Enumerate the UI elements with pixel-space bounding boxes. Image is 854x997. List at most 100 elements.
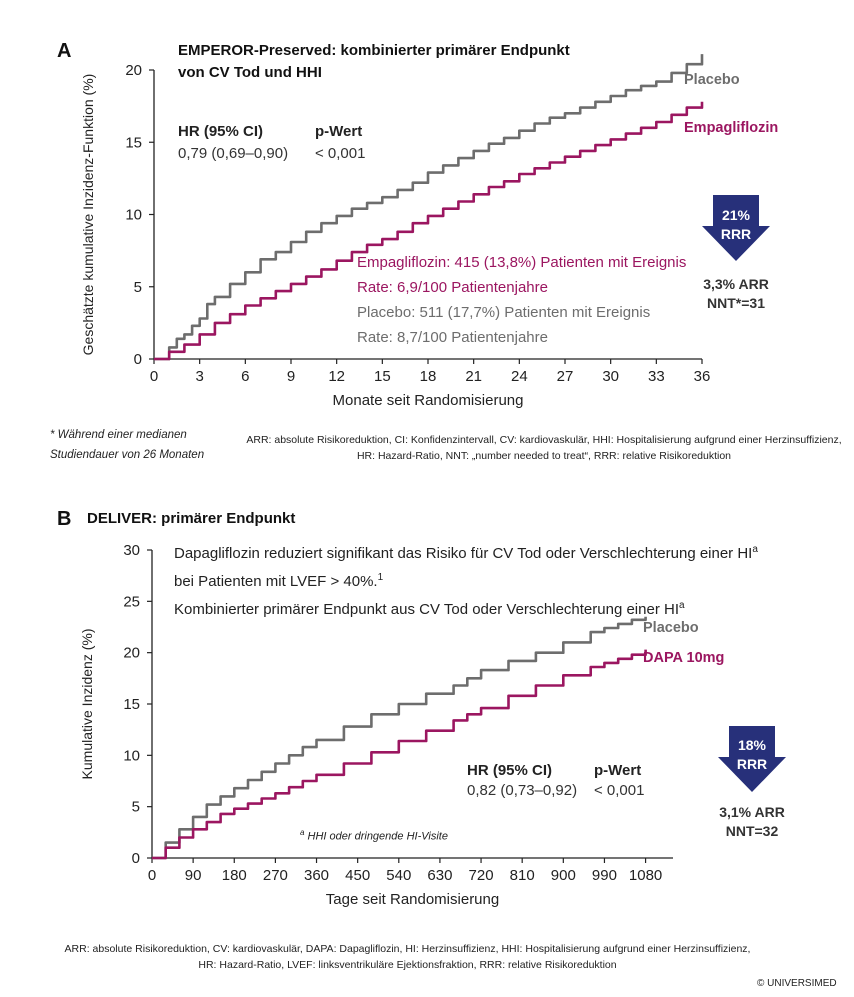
panel-a-rrr-percent: 21% xyxy=(721,207,751,223)
chart-b-series-dapa-10mg xyxy=(152,649,647,860)
panel-b-nnt: NNT=32 xyxy=(725,823,779,839)
chart-b-x-tick-label: 90 xyxy=(185,867,202,884)
chart-a-x-tick-label: 36 xyxy=(694,368,711,385)
panel-b-description: Dapagliflozin reduziert signifikant das … xyxy=(174,538,758,622)
panel-b-p-header: p-Wert xyxy=(594,762,642,779)
panel-b-desc-line2-sup: 1 xyxy=(377,572,384,583)
chart-a-y-tick-label: 0 xyxy=(134,351,142,368)
panel-a-hr-header: HR (95% CI) xyxy=(178,123,264,140)
chart-a-y-tick-label: 20 xyxy=(125,62,142,79)
panel-b-hr-value: 0,82 (0,73–0,92) xyxy=(467,782,578,799)
panel-b-rrr-text: RRR xyxy=(736,756,768,772)
panel-b-letter: B xyxy=(57,508,72,530)
panel-a-rrr-text: RRR xyxy=(720,226,752,242)
panel-a-placebo-rate: Rate: 8,7/100 Patientenjahre xyxy=(357,329,548,346)
copyright: © UNIVERSIMED xyxy=(757,978,837,989)
panel-b-label-drug: DAPA 10mg xyxy=(643,650,725,666)
chart-b-x-tick-label: 540 xyxy=(386,867,411,884)
panel-b-desc-line1: Dapagliflozin reduziert signifikant das … xyxy=(174,538,758,566)
chart-b-y-axis-label: Kumulative Inzidenz (%) xyxy=(79,629,95,780)
chart-a-y-tick-label: 15 xyxy=(125,134,142,151)
chart-a-series-placebo xyxy=(154,54,704,361)
chart-b-x-tick-label: 990 xyxy=(592,867,617,884)
chart-a-y-tick-label: 5 xyxy=(134,279,142,296)
panel-a-drug-events: Empagliflozin: 415 (13,8%) Patienten mit… xyxy=(357,254,687,271)
panel-a-arr-nnt: 3,3% ARR NNT*=31 xyxy=(686,275,786,313)
panel-b-desc-line2-text: bei Patienten mit LVEF > 40%. xyxy=(174,573,378,590)
panel-b-footnote-text: HHI oder dringende HI-Visite xyxy=(307,830,448,843)
panel-b-rrr-percent: 18% xyxy=(737,737,767,753)
chart-a-x-tick-label: 33 xyxy=(648,368,665,385)
panel-b-rrr-label: 18% RRR xyxy=(716,736,788,774)
panel-b-desc-line3: Kombinierter primärer Endpunkt aus CV To… xyxy=(174,594,758,622)
panel-b-hr-header: HR (95% CI) xyxy=(467,762,553,779)
chart-a-x-tick-label: 30 xyxy=(602,368,619,385)
panel-b-abbreviations: ARR: absolute Risikoreduktion, CV: kardi… xyxy=(40,941,775,973)
chart-a-x-tick-label: 0 xyxy=(150,368,158,385)
chart-b-series-placebo xyxy=(152,616,647,860)
chart-a-y-tick-label: 10 xyxy=(125,207,142,224)
panel-b-abbr-line2: HR: Hazard-Ratio, LVEF: linksventrikulär… xyxy=(198,959,617,971)
chart-a-y-axis-label: Geschätzte kumulative Inzidenz-Funktion … xyxy=(80,74,96,356)
panel-a-p-header: p-Wert xyxy=(315,123,363,140)
panel-a-letter: A xyxy=(57,40,72,62)
panel-a-rrr-label: 21% RRR xyxy=(700,206,772,244)
panel-a-footnote: * Während einer medianen Studiendauer vo… xyxy=(50,425,204,465)
panel-a-label-placebo: Placebo xyxy=(684,72,740,88)
chart-b-x-tick-label: 180 xyxy=(222,867,247,884)
chart-b-x-tick-label: 270 xyxy=(263,867,288,884)
chart-b-x-tick-label: 810 xyxy=(510,867,535,884)
panel-b-arr-nnt: 3,1% ARR NNT=32 xyxy=(702,803,802,841)
chart-a-x-tick-label: 27 xyxy=(557,368,574,385)
chart-b-x-tick-label: 720 xyxy=(469,867,494,884)
panel-b-abbr-line1: ARR: absolute Risikoreduktion, CV: kardi… xyxy=(64,943,751,955)
panel-a-title: EMPEROR-Preserved: kombinierter primärer… xyxy=(178,40,570,84)
panel-a-event-counts: Empagliflozin: 415 (13,8%) Patienten mit… xyxy=(357,250,686,350)
chart-a-x-tick-label: 9 xyxy=(287,368,295,385)
chart-a-series-empagliflozin xyxy=(154,101,704,361)
panel-a-arr: 3,3% ARR xyxy=(703,276,769,292)
chart-a-x-tick-label: 18 xyxy=(420,368,437,385)
chart-b-x-tick-label: 0 xyxy=(148,867,156,884)
panel-a-label-drug: Empagliflozin xyxy=(684,120,779,136)
chart-b-y-tick-label: 0 xyxy=(132,850,140,867)
chart-a-x-tick-label: 6 xyxy=(241,368,249,385)
panel-b-desc-line3-sup: a xyxy=(678,600,685,611)
panel-a-abbr-line2: HR: Hazard-Ratio, NNT: „number needed to… xyxy=(356,450,732,462)
panel-a-abbreviations: ARR: absolute Risikoreduktion, CI: Konfi… xyxy=(244,432,844,464)
panel-a-rrr-arrow-icon xyxy=(702,195,770,261)
chart-a-x-tick-label: 21 xyxy=(465,368,482,385)
chart-b: 0 90 180 270 360 450 540 630 720 810 900 990 1080 0 5 1… xyxy=(79,542,673,908)
chart-b-x-tick-label: 360 xyxy=(304,867,329,884)
panel-b-label-placebo: Placebo xyxy=(643,620,699,636)
chart-b-y-tick-label: 30 xyxy=(123,542,140,559)
panel-a-footnote-line2: Studiendauer von 26 Monaten xyxy=(50,449,205,461)
panel-b-rrr-arrow-icon xyxy=(718,726,786,792)
panel-a-footnote-line1: * Während einer medianen xyxy=(50,429,187,441)
chart-b-x-tick-label: 1080 xyxy=(629,867,662,884)
chart-a-x-tick-label: 3 xyxy=(195,368,203,385)
chart-b-y-tick-label: 15 xyxy=(123,696,140,713)
panel-a-drug-rate: Rate: 6,9/100 Patientenjahre xyxy=(357,279,548,296)
chart-a-x-tick-label: 15 xyxy=(374,368,391,385)
panel-a-p-value: < 0,001 xyxy=(315,145,366,162)
panel-b-desc-line1-text: Dapagliflozin reduziert signifikant das … xyxy=(174,545,753,562)
panel-a-placebo-events: Placebo: 511 (17,7%) Patienten mit Ereig… xyxy=(357,304,651,321)
chart-b-x-axis-label: Tage seit Randomisierung xyxy=(326,891,499,908)
chart-a-x-axis-label: Monate seit Randomisierung xyxy=(333,392,524,409)
panel-a-title-line1: EMPEROR-Preserved: kombinierter primärer… xyxy=(178,42,570,59)
chart-a-x-tick-label: 24 xyxy=(511,368,528,385)
panel-b-p-value: < 0,001 xyxy=(594,782,645,799)
chart-b-y-tick-label: 5 xyxy=(132,799,140,816)
chart-b-x-tick-label: 630 xyxy=(427,867,452,884)
chart-b-x-tick-label: 900 xyxy=(551,867,576,884)
chart-b-y-tick-label: 10 xyxy=(123,747,140,764)
panel-b-footnote: a HHI oder dringende HI-Visite xyxy=(300,823,448,847)
panel-b-desc-line3-text: Kombinierter primärer Endpunkt aus CV To… xyxy=(174,601,679,618)
chart-b-x-tick-label: 450 xyxy=(345,867,370,884)
chart-a-x-tick-label: 12 xyxy=(328,368,345,385)
chart-b-y-tick-label: 25 xyxy=(123,593,140,610)
panel-a-nnt: NNT*=31 xyxy=(707,295,765,311)
chart-b-y-tick-label: 20 xyxy=(123,645,140,662)
